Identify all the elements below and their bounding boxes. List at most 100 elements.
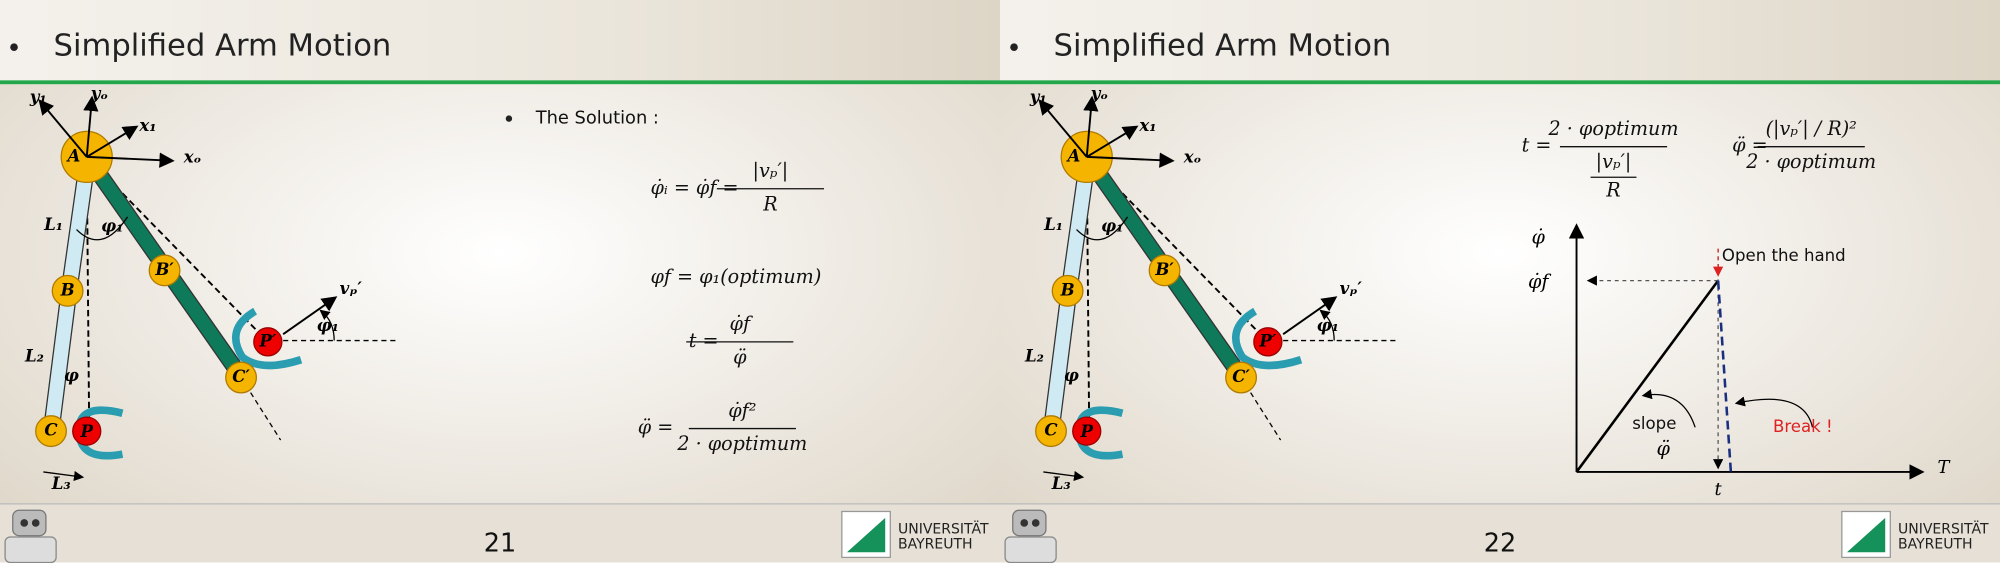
robot-logo bbox=[4, 509, 57, 564]
diagram-line bbox=[83, 95, 99, 157]
diagram-label: A bbox=[1066, 145, 1081, 165]
slide-background bbox=[0, 0, 1000, 563]
diagram-label: x₁ bbox=[1138, 115, 1156, 135]
diagram-label: P′ bbox=[1258, 330, 1276, 350]
page-number: 21 bbox=[484, 529, 516, 559]
diagram-line bbox=[1282, 296, 1338, 335]
header bbox=[0, 0, 1000, 82]
diagram-line bbox=[38, 99, 88, 158]
diagram-label: L₂ bbox=[1024, 346, 1044, 366]
diagram-label: φ bbox=[1064, 365, 1079, 385]
robot-eye bbox=[31, 519, 40, 527]
uni-logo-text: BAYREUTH bbox=[898, 537, 973, 553]
formula-numerator: 2 · φoptimum bbox=[1548, 117, 1679, 140]
formula: φf = φ₁(optimum) bbox=[651, 265, 822, 288]
diagram-label: yₒ bbox=[90, 83, 108, 103]
formula-lhs: φf = φ₁(optimum) bbox=[651, 265, 822, 288]
formula-numerator: |vₚ′| bbox=[753, 159, 789, 182]
formula-denominator: |vₚ′| bbox=[1596, 150, 1632, 173]
diagram-label: C′ bbox=[1232, 366, 1250, 386]
diagram-label: φ₁ bbox=[317, 315, 339, 335]
header-rule bbox=[0, 80, 1000, 85]
uni-logo-mark bbox=[846, 517, 886, 553]
slide: Simplified Arm Motion 22 UNIVERSITÄTBAYREU… bbox=[1000, 0, 2000, 564]
diagram-label: y₁ bbox=[29, 87, 47, 107]
diagram-label: vₚ′ bbox=[340, 278, 363, 298]
graph-label: slope bbox=[1632, 414, 1676, 433]
diagram-label: L₁ bbox=[43, 214, 63, 234]
joint bbox=[225, 361, 258, 394]
diagram-label: C bbox=[44, 420, 58, 440]
joint bbox=[1051, 274, 1084, 307]
diagram-label: L₃ bbox=[51, 473, 71, 493]
robot-head bbox=[12, 509, 47, 537]
object bbox=[72, 416, 102, 446]
diagram-label: L₁ bbox=[1043, 214, 1063, 234]
diagram-line bbox=[1086, 152, 1175, 168]
robot-body bbox=[4, 536, 57, 564]
diagram-label: L₂ bbox=[24, 346, 44, 366]
robot-body bbox=[1004, 536, 1057, 564]
graph-line bbox=[1575, 279, 1720, 473]
formula-denominator: φ̈ bbox=[733, 345, 747, 368]
formula-denominator: R bbox=[1605, 178, 1620, 201]
joint bbox=[1148, 254, 1181, 287]
slide-title: Simplified Arm Motion bbox=[54, 29, 392, 64]
diagram-label: C bbox=[1044, 420, 1058, 440]
graph-label: φ̇f bbox=[1528, 270, 1551, 293]
diagram-line bbox=[1085, 156, 1091, 441]
robot-eye bbox=[20, 519, 29, 527]
diagram-label: y₁ bbox=[1029, 87, 1047, 107]
joint bbox=[148, 254, 181, 287]
uni-logo-text: UNIVERSITÄT bbox=[898, 519, 989, 537]
diagram-label: P bbox=[1080, 421, 1094, 441]
formula-lhs: t = bbox=[689, 329, 719, 352]
diagram-label: φ₁ bbox=[1101, 216, 1123, 236]
diagram-label: L₃ bbox=[1051, 473, 1071, 493]
diagram-line bbox=[1086, 125, 1139, 158]
bullet-text: The Solution : bbox=[535, 108, 659, 129]
formula-lhs: φ̈ = bbox=[1732, 134, 1767, 157]
formula: t =2 · φoptimum |vₚ′| R bbox=[1522, 117, 1679, 201]
joint bbox=[1225, 361, 1258, 394]
diagram-label: xₒ bbox=[183, 147, 202, 167]
diagram-label: φ₁ bbox=[1317, 315, 1339, 335]
formula-numerator: φ̇f bbox=[730, 312, 753, 335]
diagram-line bbox=[1043, 470, 1085, 482]
robot-head bbox=[1012, 509, 1047, 537]
joint bbox=[35, 415, 67, 448]
diagram-line bbox=[86, 125, 139, 158]
joint bbox=[51, 274, 84, 307]
curved-arrow bbox=[1641, 389, 1696, 428]
graph-label: Open the hand bbox=[1722, 246, 1846, 265]
page-number: 22 bbox=[1484, 529, 1516, 559]
diagram-line bbox=[86, 152, 175, 168]
diagram-label: C′ bbox=[232, 366, 250, 386]
joint bbox=[1035, 415, 1067, 448]
diagram-line bbox=[282, 296, 338, 335]
diagram-line bbox=[1038, 99, 1088, 158]
graph-label: Break ! bbox=[1773, 417, 1833, 436]
formula-numerator: (|vₚ′| / R)² bbox=[1766, 117, 1857, 140]
bullet bbox=[1010, 43, 1018, 52]
formula: t = φ̇f φ̈ bbox=[686, 312, 794, 368]
diagram-label: B′ bbox=[154, 259, 174, 279]
footer bbox=[0, 503, 1000, 563]
diagram-line bbox=[43, 470, 85, 482]
uni-logo-text: BAYREUTH bbox=[1898, 537, 1973, 553]
uni-logo-mark bbox=[1846, 517, 1886, 553]
angle-arc bbox=[319, 309, 335, 341]
velocity-graph: φ̇ φ̇f Open the hand slope φ̈ Break ! Tt bbox=[1528, 223, 1951, 500]
formula-lhs: φ̈ = bbox=[638, 416, 674, 439]
diagram-line bbox=[85, 156, 91, 441]
formula: φ̈ = φ̇f² 2 · φoptimum bbox=[638, 399, 808, 455]
elbow-arc bbox=[76, 216, 129, 241]
header-rule bbox=[1000, 80, 2000, 85]
formula-denominator: 2 · φoptimum bbox=[676, 432, 807, 455]
gripper bbox=[231, 307, 303, 370]
slide-title: Simplified Arm Motion bbox=[1054, 29, 1392, 64]
elbow-arc bbox=[1076, 216, 1129, 241]
footer bbox=[1000, 503, 2000, 563]
